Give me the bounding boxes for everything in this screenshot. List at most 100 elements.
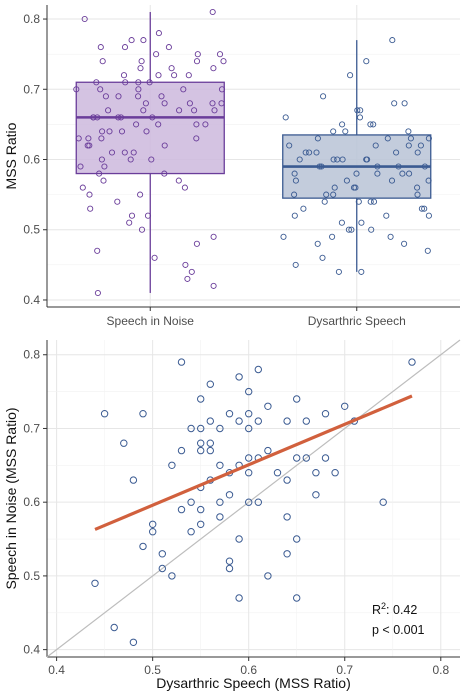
- jitter-point: [209, 100, 216, 107]
- x-tick-label: Dysarthric Speech: [308, 314, 406, 328]
- jitter-point: [338, 219, 345, 226]
- scatter-point: [187, 528, 195, 536]
- jitter-point: [306, 149, 313, 156]
- scatter-point: [158, 564, 167, 573]
- jitter-point: [96, 170, 103, 177]
- jitter-point: [358, 268, 365, 275]
- jitter-point: [102, 93, 109, 100]
- scatter-point: [100, 410, 109, 418]
- jitter-point: [186, 100, 193, 107]
- scatter-point: [129, 476, 138, 484]
- jitter-point: [130, 149, 137, 156]
- jitter-point: [193, 135, 200, 142]
- scatter-point: [129, 638, 138, 646]
- jitter-point: [99, 58, 106, 65]
- jitter-point: [126, 219, 133, 226]
- jitter-point: [127, 156, 134, 163]
- r-squared-annotation: R2: 0.42: [372, 601, 417, 617]
- jitter-point: [188, 268, 195, 275]
- scatter-point: [293, 454, 301, 462]
- jitter-point: [135, 79, 142, 86]
- scatter-point: [235, 535, 243, 543]
- scatter-point: [197, 520, 205, 528]
- jitter-point: [286, 142, 293, 149]
- scatter-point: [225, 491, 234, 499]
- scatter-point: [197, 446, 205, 455]
- jitter-point: [330, 128, 337, 135]
- jitter-point: [184, 275, 191, 282]
- jitter-point: [406, 170, 413, 177]
- jitter-point: [101, 163, 108, 170]
- y-tick-label: 0.7: [23, 421, 40, 435]
- scatter-point: [235, 373, 243, 381]
- jitter-point: [105, 107, 112, 114]
- jitter-point: [339, 121, 346, 128]
- x-tick-label: 0.8: [432, 663, 449, 677]
- jitter-point: [330, 191, 337, 198]
- scatter-point: [254, 498, 262, 506]
- scatter-point: [245, 424, 253, 433]
- scatter-point: [216, 424, 224, 433]
- scatter-point: [321, 410, 330, 418]
- scatter-panel: 0.4 0.5 0.6 0.7 0.8 0.4 0.5 0.6 0.7 0.8 Dysarthric…: [3, 339, 461, 691]
- jitter-point: [363, 58, 370, 65]
- jitter-point: [291, 212, 298, 219]
- jitter-point: [345, 226, 352, 233]
- jitter-point: [353, 170, 360, 177]
- scatter-point: [341, 402, 349, 410]
- scatter-point: [302, 417, 310, 425]
- jitter-point: [108, 149, 116, 156]
- scatter-point: [312, 469, 320, 477]
- jitter-point: [121, 44, 129, 51]
- scatter-point: [206, 439, 215, 447]
- jitter-point: [405, 128, 412, 135]
- jitter-point: [421, 205, 428, 212]
- jitter-point: [94, 114, 101, 121]
- scatter-point: [312, 491, 320, 499]
- jitter-point: [387, 233, 394, 240]
- x-tick-label: Speech in Noise: [107, 314, 195, 328]
- jitter-point: [193, 121, 200, 128]
- scatter-point: [273, 469, 282, 477]
- jitter-point: [339, 156, 346, 163]
- jitter-point: [161, 100, 168, 107]
- scatter-point: [177, 358, 186, 366]
- jitter-point: [135, 86, 142, 93]
- jitter-point: [282, 114, 289, 121]
- y-axis-title: Speech in Noise (MSS Ratio): [3, 407, 19, 589]
- scatter-point: [254, 365, 262, 374]
- jitter-point: [97, 86, 104, 93]
- jitter-point: [425, 135, 432, 142]
- jitter-point: [405, 142, 412, 149]
- jitter-point: [148, 156, 155, 163]
- jitter-point: [323, 191, 330, 198]
- r-squared-superscript: 2: [381, 601, 386, 611]
- jitter-point: [153, 51, 160, 58]
- jitter-point: [158, 93, 165, 100]
- jitter-point: [149, 114, 156, 121]
- scatter-point: [264, 446, 272, 455]
- regression-line: [94, 394, 413, 531]
- jitter-point: [209, 8, 216, 16]
- jitter-point: [86, 142, 93, 149]
- jitter-point: [331, 184, 338, 191]
- jitter-point: [180, 86, 187, 93]
- scatter-point: [197, 505, 205, 514]
- jitter-point: [389, 37, 396, 44]
- jitter-point: [384, 135, 391, 142]
- jitter-point: [401, 100, 408, 107]
- jitter-point: [143, 128, 150, 135]
- jitter-point: [193, 240, 200, 247]
- jitter-point: [372, 142, 379, 149]
- jitter-point: [138, 226, 146, 233]
- scatter-point: [158, 550, 167, 558]
- r-squared-value: : 0.42: [386, 603, 417, 617]
- jitter-point: [313, 149, 320, 156]
- jitter-point: [118, 128, 126, 135]
- scatter-point: [321, 454, 330, 462]
- jitter-point: [319, 254, 326, 261]
- jitter-point: [193, 58, 201, 65]
- jitter-point: [347, 72, 354, 79]
- box-iqr: [75, 81, 225, 175]
